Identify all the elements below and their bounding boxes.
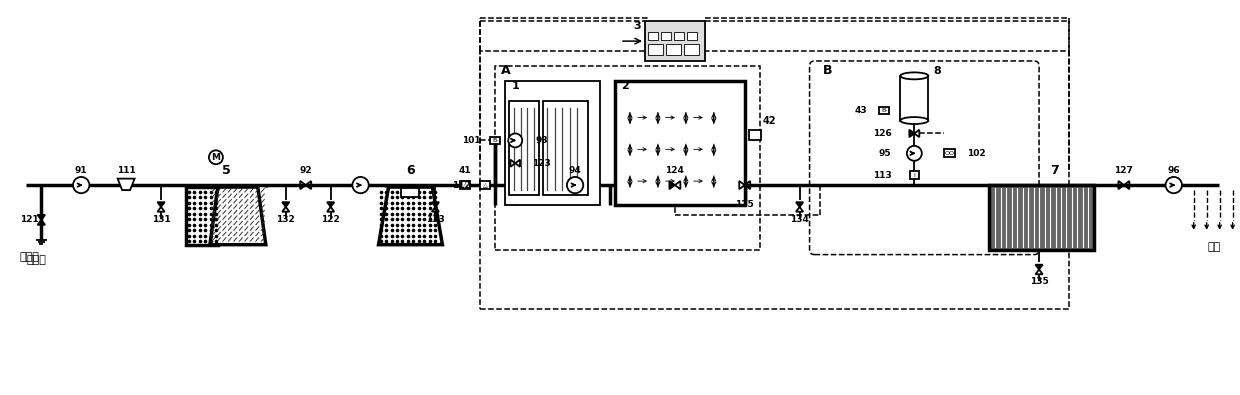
Bar: [480, 51, 1069, 309]
Bar: [649, 32, 658, 40]
Ellipse shape: [900, 117, 929, 124]
Text: 113: 113: [873, 171, 892, 180]
Circle shape: [567, 177, 583, 193]
Text: 123: 123: [532, 159, 551, 168]
Bar: [510, 101, 539, 195]
Bar: [402, 188, 419, 196]
Text: △: △: [463, 182, 467, 188]
Bar: [749, 130, 760, 140]
Bar: [666, 44, 681, 55]
Bar: [649, 44, 663, 55]
Circle shape: [508, 134, 522, 147]
Text: 131: 131: [151, 215, 170, 224]
Text: 6: 6: [407, 164, 415, 177]
Text: 96: 96: [1167, 166, 1180, 175]
Text: 93: 93: [536, 136, 548, 145]
Polygon shape: [909, 130, 914, 137]
Text: B: B: [823, 64, 832, 77]
Text: 2: 2: [621, 81, 629, 91]
Text: B-: B-: [492, 138, 498, 143]
Polygon shape: [157, 202, 165, 207]
Polygon shape: [670, 181, 675, 189]
Text: 8: 8: [934, 66, 941, 76]
Text: 125: 125: [735, 200, 754, 209]
Bar: [460, 181, 470, 189]
Text: 111: 111: [117, 166, 135, 175]
Text: 水源水: 水源水: [20, 252, 40, 261]
Ellipse shape: [900, 72, 929, 79]
Text: 94: 94: [569, 166, 582, 175]
Text: 112: 112: [451, 181, 470, 190]
Bar: [944, 149, 955, 157]
Circle shape: [352, 177, 368, 193]
Text: M: M: [211, 153, 221, 162]
Circle shape: [208, 150, 223, 164]
Text: 135: 135: [1029, 277, 1049, 286]
Text: 121: 121: [20, 215, 38, 224]
Text: 5: 5: [222, 164, 231, 177]
Circle shape: [73, 177, 89, 193]
Polygon shape: [118, 179, 135, 190]
Text: 92: 92: [299, 166, 312, 175]
Bar: [990, 185, 1094, 250]
Text: 102: 102: [967, 149, 986, 158]
Text: I: I: [914, 173, 915, 178]
Text: 101: 101: [461, 136, 480, 145]
Bar: [186, 187, 218, 245]
Text: A: A: [501, 64, 510, 77]
Text: 122: 122: [321, 215, 340, 224]
Text: 水源水: 水源水: [26, 254, 46, 265]
Text: 41: 41: [459, 166, 471, 175]
Text: 管网: 管网: [1207, 242, 1220, 252]
Bar: [879, 107, 889, 115]
Text: 133: 133: [427, 215, 445, 224]
Polygon shape: [283, 202, 289, 207]
Polygon shape: [378, 187, 443, 245]
Bar: [645, 21, 704, 61]
Text: 1: 1: [511, 81, 520, 91]
Text: 124: 124: [666, 166, 684, 175]
Bar: [900, 76, 929, 120]
Polygon shape: [796, 202, 804, 207]
Text: 127: 127: [1115, 166, 1133, 175]
Text: △: △: [482, 182, 487, 188]
Polygon shape: [1035, 265, 1043, 269]
Polygon shape: [210, 187, 265, 245]
Bar: [661, 32, 671, 40]
Bar: [910, 171, 919, 179]
Text: B-: B-: [882, 108, 888, 113]
Bar: [495, 66, 760, 250]
Bar: [490, 137, 500, 144]
Bar: [687, 32, 697, 40]
Text: OO: OO: [945, 151, 955, 156]
Bar: [615, 81, 745, 205]
Polygon shape: [37, 215, 45, 220]
Text: 42: 42: [763, 116, 776, 126]
Text: 95: 95: [879, 149, 892, 158]
Text: 43: 43: [854, 106, 868, 115]
Bar: [675, 32, 684, 40]
Bar: [684, 44, 699, 55]
Circle shape: [1166, 177, 1182, 193]
Text: 134: 134: [790, 215, 808, 224]
Text: 3: 3: [634, 21, 641, 31]
Text: 91: 91: [74, 166, 88, 175]
Polygon shape: [432, 202, 439, 207]
Bar: [480, 181, 490, 189]
Text: 132: 132: [277, 215, 295, 224]
Circle shape: [906, 146, 921, 161]
Text: 7: 7: [1049, 164, 1059, 177]
Bar: [543, 101, 588, 195]
Polygon shape: [327, 202, 335, 207]
Text: 126: 126: [873, 129, 892, 138]
Bar: [505, 81, 600, 205]
